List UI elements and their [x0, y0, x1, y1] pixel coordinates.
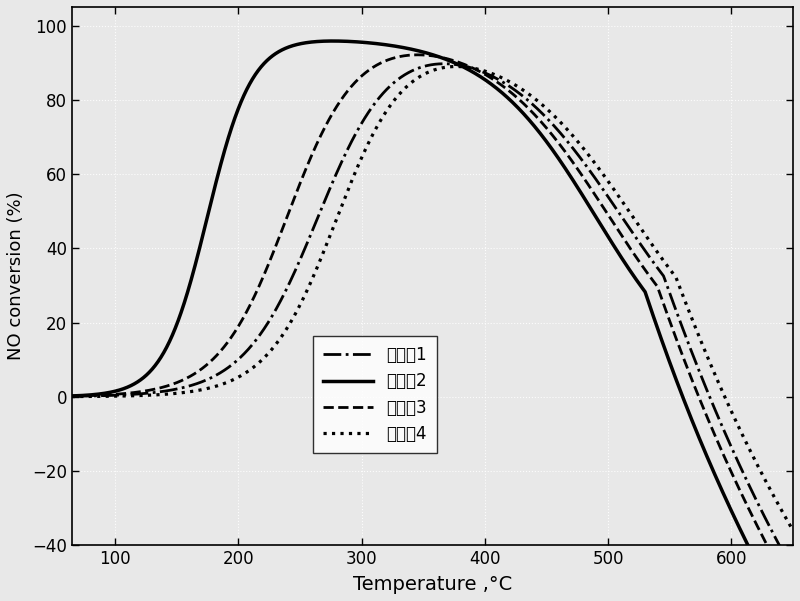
实施例1 — [67, 392, 77, 400]
实施例2 — [767, 589, 777, 596]
实施例3 — [104, 391, 114, 398]
实施例1 — [398, 72, 408, 79]
实施例1 — [418, 63, 427, 70]
X-axis label: Temperature ,°C: Temperature ,°C — [353, 575, 512, 594]
实施例4 — [788, 527, 798, 534]
实施例1 — [635, 240, 645, 247]
实施例1 — [104, 392, 114, 399]
实施例4 — [104, 392, 114, 400]
实施例3 — [418, 51, 428, 58]
实施例2 — [104, 389, 114, 396]
实施例3 — [413, 51, 422, 58]
Y-axis label: NO conversion (%): NO conversion (%) — [7, 192, 25, 361]
实施例3 — [767, 551, 777, 558]
实施例3 — [635, 259, 645, 266]
实施例3 — [67, 392, 77, 400]
Line: 实施例3: 实施例3 — [72, 55, 793, 594]
实施例4 — [635, 224, 645, 231]
实施例2 — [67, 392, 77, 400]
实施例4 — [67, 393, 77, 400]
实施例1 — [767, 528, 777, 535]
实施例4 — [418, 72, 427, 79]
实施例1 — [768, 529, 778, 536]
实施例3 — [768, 552, 778, 559]
实施例2 — [635, 281, 645, 288]
Line: 实施例2: 实施例2 — [72, 41, 793, 601]
实施例1 — [439, 60, 449, 67]
实施例4 — [767, 489, 777, 496]
实施例2 — [418, 48, 428, 55]
实施例2 — [768, 590, 778, 597]
实施例4 — [398, 87, 408, 94]
实施例2 — [399, 44, 409, 51]
Line: 实施例4: 实施例4 — [72, 67, 793, 531]
实施例3 — [788, 590, 798, 597]
实施例4 — [768, 490, 778, 498]
实施例2 — [328, 37, 338, 44]
实施例1 — [788, 567, 798, 575]
实施例3 — [398, 52, 408, 59]
Line: 实施例1: 实施例1 — [72, 64, 793, 571]
实施例4 — [451, 63, 461, 70]
Legend: 实施例1, 实施例2, 实施例3, 实施例4: 实施例1, 实施例2, 实施例3, 实施例4 — [313, 336, 437, 453]
